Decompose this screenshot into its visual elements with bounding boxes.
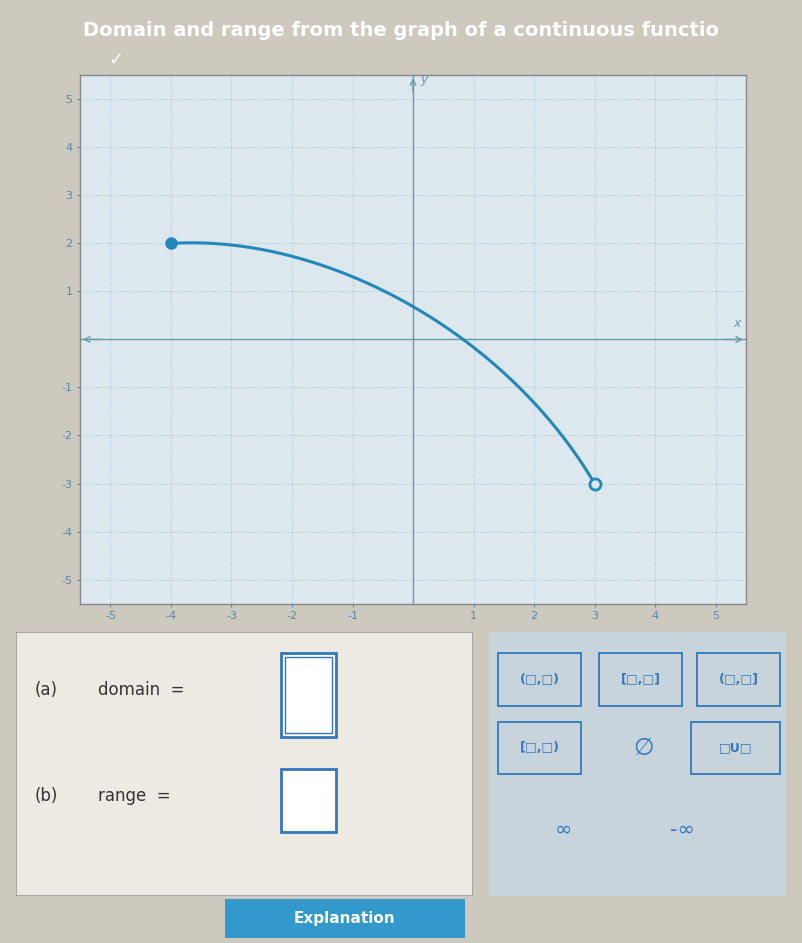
Text: (a): (a) [34, 681, 57, 699]
Text: -∞: -∞ [670, 819, 695, 840]
Text: Domain and range from the graph of a continuous functio: Domain and range from the graph of a con… [83, 21, 719, 41]
Text: □U□: □U□ [719, 741, 752, 754]
Text: domain  =: domain = [99, 681, 184, 699]
FancyBboxPatch shape [691, 721, 780, 774]
Text: (□,□): (□,□) [520, 673, 560, 686]
Text: [□,□): [□,□) [520, 741, 560, 754]
FancyBboxPatch shape [599, 653, 682, 705]
Text: ✓: ✓ [109, 51, 124, 69]
FancyBboxPatch shape [697, 653, 780, 705]
Text: x: x [733, 318, 740, 330]
FancyBboxPatch shape [498, 721, 581, 774]
FancyBboxPatch shape [282, 653, 336, 737]
FancyBboxPatch shape [285, 657, 332, 734]
FancyBboxPatch shape [213, 897, 477, 940]
FancyBboxPatch shape [282, 769, 336, 833]
Text: (b): (b) [34, 786, 58, 804]
Text: (□,□]: (□,□] [719, 673, 759, 686]
FancyBboxPatch shape [498, 653, 581, 705]
FancyBboxPatch shape [16, 632, 473, 896]
Text: range  =: range = [99, 786, 171, 804]
Text: y: y [420, 73, 427, 86]
Text: ∞: ∞ [555, 819, 572, 840]
Text: ∅: ∅ [634, 736, 654, 760]
Text: Explanation: Explanation [294, 911, 395, 926]
Text: [□,□]: [□,□] [621, 673, 661, 686]
FancyBboxPatch shape [486, 629, 789, 899]
